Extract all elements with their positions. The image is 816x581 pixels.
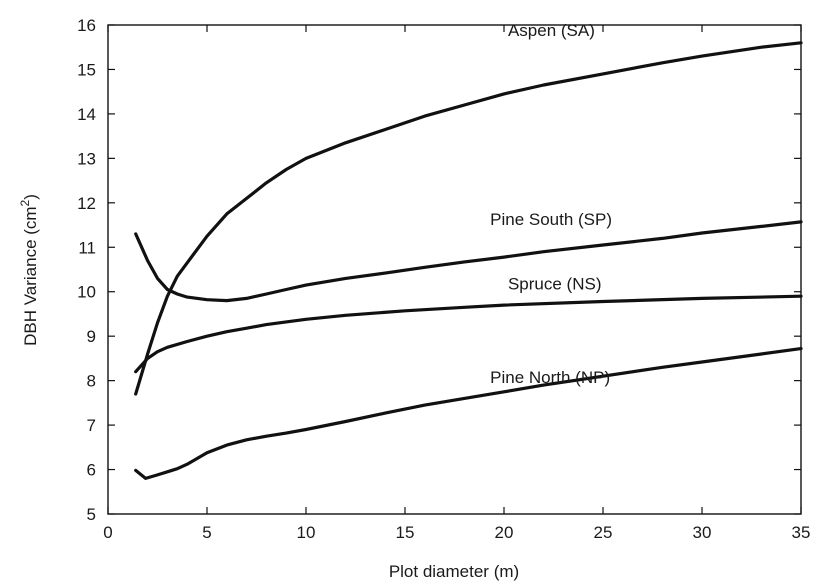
x-axis-ticks: 0 5 10 15 20 25 30 35: [103, 25, 810, 542]
series-line-pine-south-sp: [134, 220, 803, 303]
y-axis-label-close: ): [21, 194, 40, 200]
y-tick-label: 7: [87, 416, 96, 435]
x-axis-label: Plot diameter (m): [389, 562, 519, 581]
series-line-pine-north-np: [134, 347, 803, 480]
y-tick-label: 8: [87, 372, 96, 391]
y-axis-label: DBH Variance (cm2): [18, 194, 40, 346]
x-tick-label: 30: [693, 523, 712, 542]
x-tick-label: 0: [103, 523, 112, 542]
series-lines: [134, 41, 803, 480]
y-tick-label: 15: [77, 60, 96, 79]
series-label-spruce-ns: Spruce (NS): [508, 275, 602, 294]
x-tick-label: 15: [396, 523, 415, 542]
plot-frame: [107, 24, 802, 515]
x-tick-label: 20: [495, 523, 514, 542]
y-axis-ticks: 5 6 7 8 9 10 11 12 13 14 15 16: [77, 16, 801, 524]
y-tick-label: 14: [77, 105, 96, 124]
y-axis-label-main: DBH Variance (cm: [21, 206, 40, 346]
x-tick-label: 35: [792, 523, 811, 542]
y-tick-label: 6: [87, 461, 96, 480]
y-tick-label: 10: [77, 283, 96, 302]
y-tick-label: 16: [77, 16, 96, 35]
x-tick-label: 5: [202, 523, 211, 542]
y-tick-label: 12: [77, 194, 96, 213]
x-tick-label: 25: [594, 523, 613, 542]
series-label-aspen-sa: Aspen (SA): [508, 21, 595, 40]
series-line-aspen-sa: [134, 41, 803, 396]
x-tick-label: 10: [297, 523, 316, 542]
y-tick-label: 5: [87, 505, 96, 524]
series-label-pine-south-sp: Pine South (SP): [490, 210, 612, 229]
series-line-spruce-ns: [134, 294, 803, 374]
y-tick-label: 9: [87, 327, 96, 346]
y-tick-label: 11: [78, 238, 96, 257]
series-labels: Aspen (SA) Pine South (SP) Spruce (NS) Pine…: [490, 21, 612, 387]
y-tick-label: 13: [77, 149, 96, 168]
y-axis-label-superscript: 2: [18, 199, 32, 206]
series-label-pine-north-np: Pine North (NP): [490, 368, 610, 387]
